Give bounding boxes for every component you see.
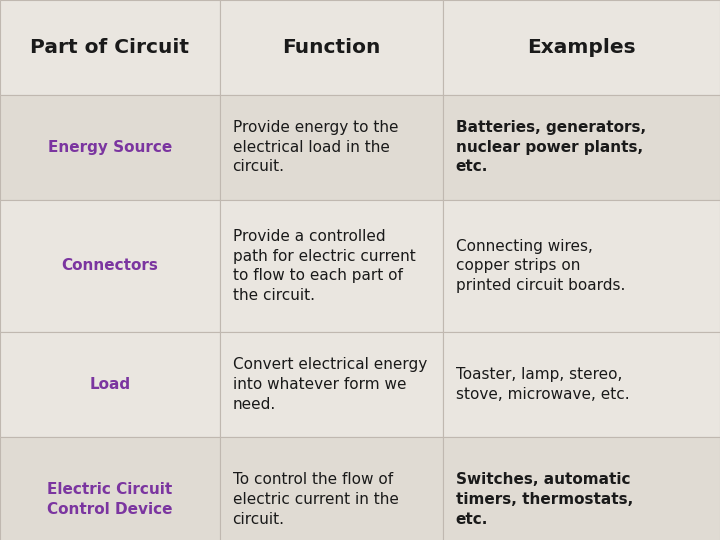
Bar xyxy=(443,332,720,437)
Text: Examples: Examples xyxy=(527,38,636,57)
Text: Toaster, lamp, stereo,
stove, microwave, etc.: Toaster, lamp, stereo, stove, microwave,… xyxy=(456,367,629,402)
Text: Part of Circuit: Part of Circuit xyxy=(30,38,189,57)
Text: Connectors: Connectors xyxy=(61,259,158,273)
Bar xyxy=(0,200,220,332)
Bar xyxy=(0,94,220,200)
Text: Provide a controlled
path for electric current
to flow to each part of
the circu: Provide a controlled path for electric c… xyxy=(233,229,415,303)
Bar xyxy=(220,94,443,200)
Text: Convert electrical energy
into whatever form we
need.: Convert electrical energy into whatever … xyxy=(233,357,427,412)
Bar xyxy=(0,0,220,94)
Bar xyxy=(220,0,443,94)
Text: Function: Function xyxy=(282,38,380,57)
Bar xyxy=(0,437,220,540)
Bar xyxy=(0,332,220,437)
Text: To control the flow of
electric current in the
circuit.: To control the flow of electric current … xyxy=(233,472,398,527)
Text: Load: Load xyxy=(89,377,130,392)
Bar xyxy=(220,332,443,437)
Text: Energy Source: Energy Source xyxy=(48,140,172,154)
Bar xyxy=(443,437,720,540)
Text: Connecting wires,
copper strips on
printed circuit boards.: Connecting wires, copper strips on print… xyxy=(456,239,625,293)
Bar xyxy=(220,437,443,540)
Text: Switches, automatic
timers, thermostats,
etc.: Switches, automatic timers, thermostats,… xyxy=(456,472,633,527)
Text: Electric Circuit
Control Device: Electric Circuit Control Device xyxy=(47,482,173,517)
Text: Provide energy to the
electrical load in the
circuit.: Provide energy to the electrical load in… xyxy=(233,120,398,174)
Text: Batteries, generators,
nuclear power plants,
etc.: Batteries, generators, nuclear power pla… xyxy=(456,120,646,174)
Bar xyxy=(443,94,720,200)
Bar xyxy=(443,200,720,332)
Bar xyxy=(220,200,443,332)
Bar xyxy=(443,0,720,94)
